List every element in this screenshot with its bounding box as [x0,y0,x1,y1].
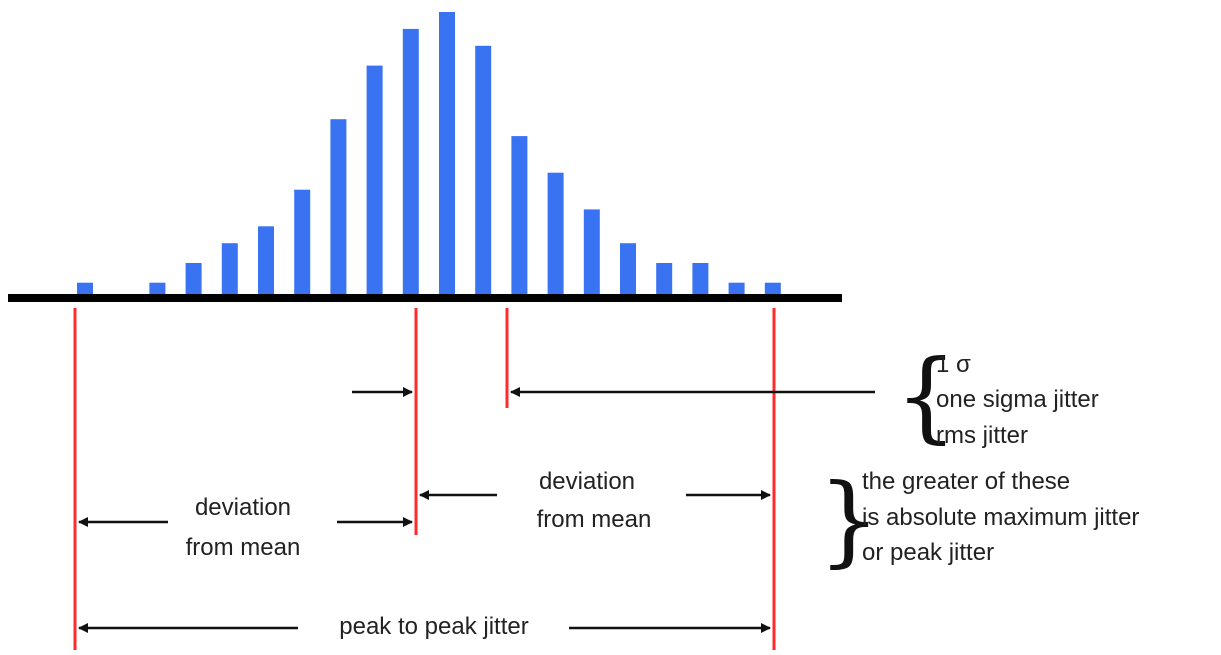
max-label-line3: or peak jitter [862,539,994,566]
dev-right-label-line2: from mean [537,506,652,533]
sigma-brace: { [895,340,957,454]
histogram-bar [475,45,492,294]
histogram-bar [258,226,274,294]
sigma-label-line2: one sigma jitter [936,386,1099,413]
histogram-bars [77,12,781,295]
marker-lines [73,308,776,650]
histogram-bar [402,28,419,295]
histogram-bar [583,209,600,294]
histogram-bar [439,12,455,294]
histogram-bar [547,172,564,294]
arrows [78,387,875,633]
p2p-label: peak to peak jitter [339,613,528,640]
max-label-line2: is absolute maximum jitter [862,504,1139,531]
histogram-bar [221,243,238,294]
histogram-bar [77,282,93,294]
histogram-bar [692,263,709,294]
max-label-line1: the greater of these [862,468,1070,495]
dev-left-label-line2: from mean [186,534,301,561]
histogram-bar [330,119,347,294]
histogram-bar [764,282,781,294]
histogram-bar [149,282,166,294]
histogram-bar [511,136,528,294]
histogram-bar [728,282,745,294]
dev-left-label-line1: deviation [195,494,291,521]
histogram-bar [620,243,636,294]
dev-right-label-line1: deviation [539,468,635,495]
histogram-bar [185,263,202,294]
sigma-label-line1: 1 σ [936,351,971,378]
histogram-bar [294,189,311,294]
histogram-bar [366,65,383,294]
max-brace: } [818,464,880,578]
histogram-bar [656,263,673,294]
sigma-label-line3: rms jitter [936,422,1028,449]
